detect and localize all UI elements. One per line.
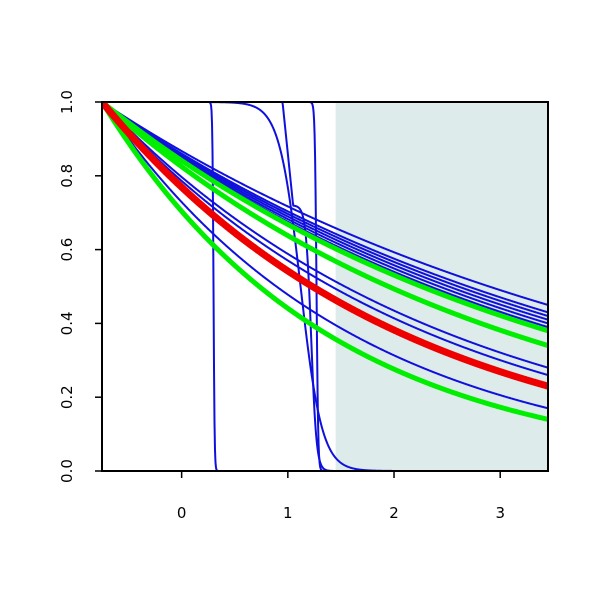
y-tick-label: 0.8 (58, 164, 76, 188)
series-line-blue-7 (102, 102, 548, 318)
series-line-green-16 (102, 102, 548, 349)
x-tick-label: 3 (495, 504, 505, 522)
y-tick-label: 0.0 (58, 459, 76, 483)
y-tick-label: 1.0 (58, 90, 76, 114)
series-line-blue-3 (102, 102, 548, 471)
series-line-blue-6 (102, 102, 548, 314)
y-tick-label: 0.4 (58, 311, 76, 335)
series-line-red-18 (102, 102, 548, 390)
plot-frame (101, 101, 549, 472)
series-line-blue-13 (102, 102, 548, 377)
series-line-blue-8 (102, 102, 548, 321)
axes: 0 1 2 3 0.0 0.2 0.4 0.6 0.8 1.0 (58, 90, 549, 522)
series-line-blue-4 (102, 102, 548, 471)
x-tick-label: 1 (283, 504, 293, 522)
series-line-green-17 (102, 102, 548, 422)
series-line-blue-14 (102, 102, 548, 410)
x-tick-label: 0 (177, 504, 187, 522)
plot-area (102, 102, 548, 471)
series-line-green-15 (102, 102, 548, 334)
y-tick-label: 0.6 (58, 238, 76, 262)
y-tick-label: 0.2 (58, 385, 76, 409)
x-tick-label: 2 (389, 504, 399, 522)
series-line-blue-5 (102, 102, 548, 306)
series-line-blue-12 (102, 102, 548, 369)
